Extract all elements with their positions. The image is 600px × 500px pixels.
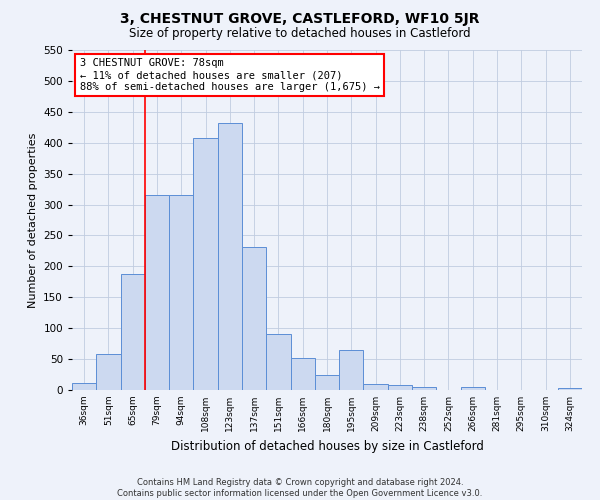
Text: Size of property relative to detached houses in Castleford: Size of property relative to detached ho… — [129, 28, 471, 40]
Bar — [121, 274, 145, 390]
Bar — [339, 350, 364, 390]
Text: Contains HM Land Registry data © Crown copyright and database right 2024.
Contai: Contains HM Land Registry data © Crown c… — [118, 478, 482, 498]
Bar — [290, 358, 315, 390]
Bar — [558, 388, 582, 390]
Bar — [461, 387, 485, 390]
Bar — [266, 334, 290, 390]
Bar — [218, 123, 242, 390]
Bar — [315, 374, 339, 390]
Bar — [193, 138, 218, 390]
Y-axis label: Number of detached properties: Number of detached properties — [28, 132, 38, 308]
Bar — [388, 385, 412, 390]
Text: 3, CHESTNUT GROVE, CASTLEFORD, WF10 5JR: 3, CHESTNUT GROVE, CASTLEFORD, WF10 5JR — [120, 12, 480, 26]
Bar — [72, 382, 96, 390]
Bar — [169, 196, 193, 390]
Text: 3 CHESTNUT GROVE: 78sqm
← 11% of detached houses are smaller (207)
88% of semi-d: 3 CHESTNUT GROVE: 78sqm ← 11% of detache… — [80, 58, 380, 92]
Bar — [145, 196, 169, 390]
Bar — [364, 384, 388, 390]
X-axis label: Distribution of detached houses by size in Castleford: Distribution of detached houses by size … — [170, 440, 484, 452]
Bar — [242, 246, 266, 390]
Bar — [412, 387, 436, 390]
Bar — [96, 354, 121, 390]
